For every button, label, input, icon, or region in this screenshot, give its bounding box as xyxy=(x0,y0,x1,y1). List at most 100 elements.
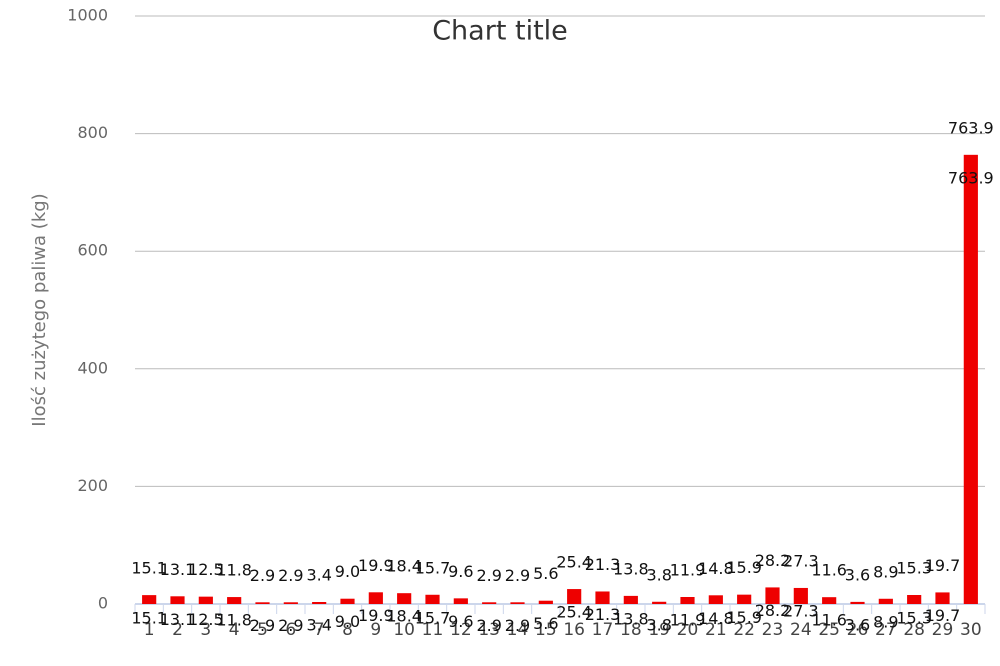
value-label-inner: 2.9 xyxy=(476,616,501,635)
x-tick-label: 15 xyxy=(535,620,557,640)
value-label-inner: 19.7 xyxy=(925,606,961,625)
bar xyxy=(397,593,412,604)
bar xyxy=(708,595,723,604)
bar xyxy=(963,154,978,605)
bar xyxy=(453,598,468,604)
value-label-inner: 13.8 xyxy=(613,609,649,628)
bar xyxy=(680,597,695,604)
bar xyxy=(510,602,525,604)
x-tick-label: 22 xyxy=(733,620,755,640)
bar xyxy=(312,602,327,604)
bar xyxy=(850,601,865,604)
value-label: 15.1 xyxy=(131,559,167,578)
bar xyxy=(170,596,185,604)
x-tick-label: 12 xyxy=(450,620,472,640)
bar xyxy=(595,591,610,604)
value-label: 8.9 xyxy=(873,562,898,581)
value-label: 11.8 xyxy=(216,561,252,580)
bar xyxy=(198,596,213,604)
value-label: 14.8 xyxy=(698,559,734,578)
value-label-inner: 2.9 xyxy=(278,616,303,635)
value-label-inner: 18.4 xyxy=(386,607,422,626)
value-label: 21.3 xyxy=(585,555,621,574)
value-label-inner: 14.8 xyxy=(698,609,734,628)
value-label: 19.9 xyxy=(358,556,394,575)
value-label-inner: 12.5 xyxy=(188,610,224,629)
bar xyxy=(255,602,270,604)
value-label: 15.9 xyxy=(726,558,762,577)
bar xyxy=(340,598,355,604)
y-tick-label: 400 xyxy=(77,358,108,377)
x-tick-label: 23 xyxy=(762,620,784,640)
x-tick-label: 7 xyxy=(314,620,325,640)
bar xyxy=(283,602,298,604)
value-label-inner: 3.8 xyxy=(646,615,671,634)
value-label: 3.6 xyxy=(845,565,870,584)
value-label-inner: 9.0 xyxy=(335,612,360,631)
bar xyxy=(623,595,638,604)
value-label: 28.2 xyxy=(755,551,791,570)
x-tick-label: 13 xyxy=(478,620,500,640)
bar xyxy=(368,592,383,604)
value-label: 11.6 xyxy=(811,561,847,580)
bar xyxy=(482,602,497,604)
value-label-inner: 763.9 xyxy=(948,168,994,187)
bar xyxy=(142,595,157,604)
value-label: 9.6 xyxy=(448,562,473,581)
value-label: 3.8 xyxy=(646,565,671,584)
value-label-inner: 11.8 xyxy=(216,611,252,630)
value-label: 13.1 xyxy=(160,560,196,579)
value-label: 3.4 xyxy=(306,566,331,585)
value-label: 19.7 xyxy=(925,556,961,575)
value-label-inner: 11.9 xyxy=(670,611,706,630)
value-label-inner: 15.1 xyxy=(131,609,167,628)
x-tick-label: 16 xyxy=(563,620,585,640)
value-label-inner: 28.2 xyxy=(755,601,791,620)
x-tick-label: 20 xyxy=(677,620,699,640)
value-label: 9.0 xyxy=(335,562,360,581)
x-tick-label: 17 xyxy=(592,620,614,640)
x-tick-label: 29 xyxy=(932,620,954,640)
x-tick-label: 2 xyxy=(172,620,183,640)
y-axis-title: Ilość zużytego paliwa (kg) xyxy=(29,193,50,426)
x-tick-label: 18 xyxy=(620,620,642,640)
x-tick-label: 24 xyxy=(790,620,812,640)
value-label-inner: 19.9 xyxy=(358,606,394,625)
value-label: 18.4 xyxy=(386,557,422,576)
value-label-inner: 13.1 xyxy=(160,610,196,629)
value-label-inner: 5.6 xyxy=(533,614,558,633)
y-tick-label: 1000 xyxy=(67,6,108,25)
bar xyxy=(878,598,893,604)
x-tick-label: 27 xyxy=(875,620,897,640)
value-label-inner: 25.4 xyxy=(556,603,592,622)
x-tick-label: 21 xyxy=(705,620,727,640)
x-tick-label: 14 xyxy=(507,620,529,640)
bar xyxy=(227,597,242,604)
value-label-inner: 27.3 xyxy=(783,601,819,620)
value-label-inner: 21.3 xyxy=(585,605,621,624)
value-label: 2.9 xyxy=(505,566,530,585)
value-label-inner: 15.7 xyxy=(415,608,451,627)
value-label: 5.6 xyxy=(533,564,558,583)
value-label: 763.9 xyxy=(948,118,994,137)
bar xyxy=(425,594,440,604)
y-tick-label: 0 xyxy=(98,594,108,613)
value-label-inner: 15.3 xyxy=(896,609,932,628)
x-tick-label: 5 xyxy=(257,620,268,640)
x-tick-label: 4 xyxy=(229,620,240,640)
x-tick-label: 3 xyxy=(200,620,211,640)
value-label-inner: 2.9 xyxy=(505,616,530,635)
value-label: 27.3 xyxy=(783,551,819,570)
y-tick-label: 200 xyxy=(77,476,108,495)
x-tick-label: 11 xyxy=(422,620,444,640)
value-label-inner: 9.6 xyxy=(448,612,473,631)
value-label: 15.3 xyxy=(896,559,932,578)
value-label: 2.9 xyxy=(476,566,501,585)
bar xyxy=(737,594,752,604)
value-label-inner: 2.9 xyxy=(250,616,275,635)
x-tick-label: 28 xyxy=(903,620,925,640)
y-tick-label: 800 xyxy=(77,123,108,142)
x-tick-label: 9 xyxy=(370,620,381,640)
x-tick-label: 30 xyxy=(960,620,982,640)
value-label: 13.8 xyxy=(613,559,649,578)
